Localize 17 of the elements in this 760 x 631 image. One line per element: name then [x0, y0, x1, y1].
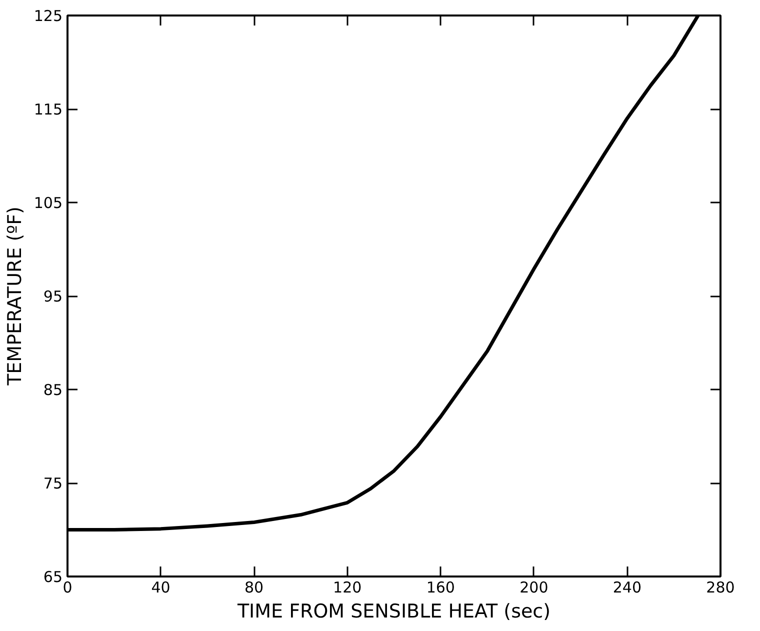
y-tick-label: 115 — [34, 100, 63, 118]
x-tick-label: 40 — [151, 578, 170, 596]
x-tick-label: 80 — [244, 578, 264, 596]
y-axis-title: TEMPERATURE (ºF) — [4, 206, 26, 386]
y-tick-label: 65 — [43, 568, 63, 586]
x-tick-label: 200 — [520, 578, 548, 596]
x-tick-label: 280 — [706, 578, 735, 596]
x-tick-label: 120 — [333, 578, 362, 596]
x-axis-title: TIME FROM SENSIBLE HEAT (sec) — [236, 600, 551, 622]
x-tick-label: 0 — [62, 578, 72, 596]
y-tick-label: 75 — [43, 474, 63, 492]
y-tick-label: 105 — [34, 194, 63, 212]
y-tick-label: 85 — [43, 381, 63, 399]
y-tick-label: 95 — [43, 288, 63, 306]
x-tick-label: 240 — [612, 578, 642, 596]
y-tick-label: 125 — [34, 7, 63, 25]
x-tick-label: 160 — [426, 578, 455, 596]
